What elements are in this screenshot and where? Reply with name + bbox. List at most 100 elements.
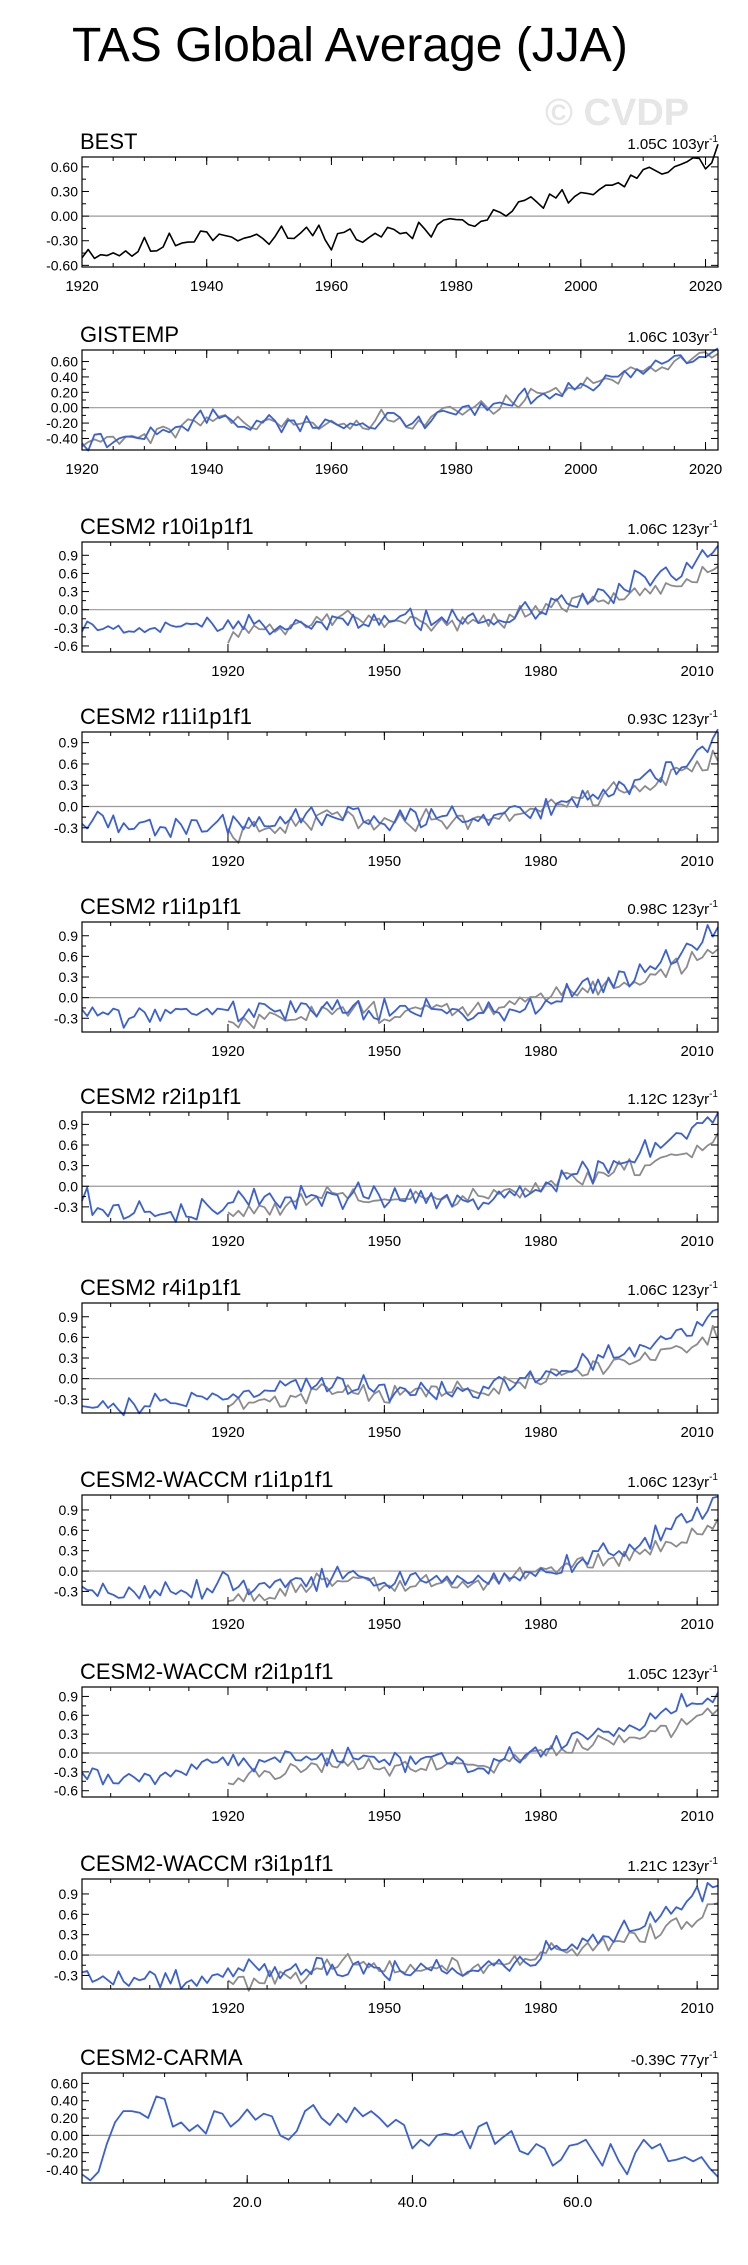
y-tick-label: 0.0 <box>59 602 79 618</box>
y-tick-label: 0.3 <box>59 584 79 600</box>
y-tick-label: 0.60 <box>51 2075 78 2091</box>
series-line-model <box>81 2095 719 2182</box>
series-line-obs <box>227 749 719 844</box>
trend-label: 1.05C 103yr-1 <box>627 134 718 153</box>
x-tick-label: 1920 <box>65 461 98 478</box>
x-tick-label: 2010 <box>680 1808 713 1825</box>
y-tick-label: 0.3 <box>59 1726 79 1742</box>
y-tick-label: 0.0 <box>59 1563 79 1579</box>
trend-label: 1.06C 123yr-1 <box>627 519 718 538</box>
x-tick-label: 2020 <box>689 461 722 478</box>
x-tick-label: 2010 <box>680 853 713 870</box>
x-tick-label: 1920 <box>211 1424 244 1441</box>
y-tick-label: -0.3 <box>54 1391 78 1407</box>
x-tick-label: 1980 <box>524 1616 557 1633</box>
panel-title: BEST <box>80 129 137 154</box>
series-line-model <box>81 545 719 636</box>
plot-frame <box>81 1494 719 1606</box>
plot-frame <box>81 1111 719 1223</box>
y-tick-label: 0.40 <box>51 2093 78 2109</box>
x-tick-label: 1960 <box>315 278 348 295</box>
panel-title: CESM2 r10i1p1f1 <box>80 514 254 539</box>
y-tick-label: 0.0 <box>59 1745 79 1761</box>
x-tick-label: 2000 <box>564 278 597 295</box>
x-tick-label: 2010 <box>680 1233 713 1250</box>
x-tick-label: 1980 <box>524 1233 557 1250</box>
y-tick-label: -0.3 <box>54 1199 78 1215</box>
plot-frame <box>81 156 719 268</box>
y-tick-label: 0.9 <box>59 735 79 751</box>
y-tick-label: 0.6 <box>59 1707 79 1723</box>
plot-frame <box>81 921 719 1033</box>
x-tick-label: 1980 <box>524 2000 557 2017</box>
x-tick-label: 60.0 <box>563 2194 592 2211</box>
y-tick-label: 0.9 <box>59 928 79 944</box>
y-tick-label: -0.3 <box>54 1010 78 1026</box>
series-line-obs <box>227 1707 719 1786</box>
chart-panel: CESM2-WACCM r1i1p1f1 1.06C 123yr-1 -0.3 0.0… <box>54 1467 719 1633</box>
y-tick-label: -0.20 <box>46 415 78 431</box>
panel-title: CESM2 r2i1p1f1 <box>80 1084 241 1109</box>
y-tick-label: 0.6 <box>59 756 79 772</box>
series-line-obs <box>227 1132 719 1218</box>
x-tick-label: 1950 <box>368 1233 401 1250</box>
x-tick-label: 1920 <box>211 853 244 870</box>
y-tick-label: 0.3 <box>59 1350 79 1366</box>
chart-panel: CESM2 r4i1p1f1 1.06C 123yr-1 -0.3 0.0 0.3 0.6… <box>54 1275 719 1441</box>
y-tick-label: 0.60 <box>51 354 78 370</box>
series-line-model <box>81 347 719 452</box>
chart-panel: GISTEMP 1.06C 103yr-1-0.40-0.200.000.200.… <box>46 322 722 478</box>
x-tick-label: 2010 <box>680 2000 713 2017</box>
series-line-model <box>81 1112 719 1223</box>
series-line-obs <box>227 1902 719 1992</box>
series-line-obs <box>227 1324 719 1410</box>
x-tick-label: 1920 <box>211 1233 244 1250</box>
y-tick-label: 0.3 <box>59 1158 79 1174</box>
x-tick-label: 2010 <box>680 663 713 680</box>
y-tick-label: 0.00 <box>51 2127 78 2143</box>
y-tick-label: 0.6 <box>59 1137 79 1153</box>
series-line-obs <box>227 565 719 644</box>
x-tick-label: 1940 <box>190 461 223 478</box>
y-tick-label: 0.6 <box>59 1522 79 1538</box>
trend-label: 1.06C 123yr-1 <box>627 1472 718 1491</box>
plot-frame <box>81 1302 719 1414</box>
y-tick-label: 0.3 <box>59 1543 79 1559</box>
y-tick-label: 0.0 <box>59 990 79 1006</box>
y-tick-label: -0.6 <box>54 1783 78 1799</box>
x-tick-label: 1960 <box>315 461 348 478</box>
x-tick-label: 1920 <box>211 1616 244 1633</box>
y-tick-label: -0.40 <box>46 430 78 446</box>
chart-panel: CESM2 r1i1p1f1 0.98C 123yr-1 -0.3 0.0 0.3 0.6… <box>54 894 719 1060</box>
plot-frame <box>81 2072 719 2184</box>
y-tick-label: 0.6 <box>59 565 79 581</box>
y-tick-label: 0.0 <box>59 1371 79 1387</box>
chart-panel: CESM2 r2i1p1f1 1.12C 123yr-1 -0.3 0.0 0.3 0.6… <box>54 1084 719 1250</box>
plot-frame <box>81 731 719 843</box>
plot-frame <box>81 541 719 653</box>
x-tick-label: 1980 <box>439 278 472 295</box>
x-tick-label: 1920 <box>211 2000 244 2017</box>
y-tick-label: 0.30 <box>51 183 78 199</box>
y-tick-label: 0.00 <box>51 208 78 224</box>
series-line-obs <box>81 351 719 448</box>
series-line-black <box>81 144 719 260</box>
y-tick-label: -0.3 <box>54 1764 78 1780</box>
trend-label: 1.21C 123yr-1 <box>627 1856 718 1875</box>
y-tick-label: 0.20 <box>51 2110 78 2126</box>
series-line-model <box>81 728 719 838</box>
y-tick-label: -0.6 <box>54 638 78 654</box>
y-tick-label: 0.6 <box>59 948 79 964</box>
x-tick-label: 1950 <box>368 1424 401 1441</box>
series-line-model <box>81 1308 719 1417</box>
x-tick-label: 1950 <box>368 1616 401 1633</box>
panel-title: CESM2 r4i1p1f1 <box>80 1275 241 1300</box>
y-tick-label: 0.20 <box>51 384 78 400</box>
x-tick-label: 1980 <box>524 1808 557 1825</box>
y-tick-label: -0.3 <box>54 1967 78 1983</box>
x-tick-label: 2020 <box>689 278 722 295</box>
x-tick-label: 1980 <box>524 853 557 870</box>
series-line-model <box>81 1882 719 1990</box>
trend-label: 1.12C 123yr-1 <box>627 1089 718 1108</box>
y-tick-label: 0.6 <box>59 1329 79 1345</box>
